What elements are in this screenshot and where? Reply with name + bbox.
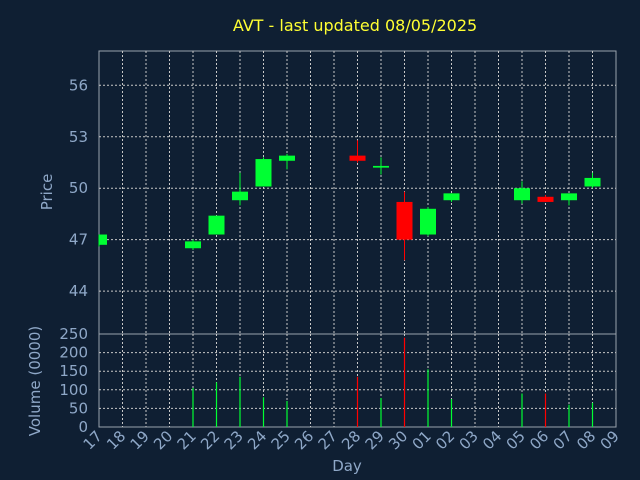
candle-body	[584, 177, 601, 187]
candle-body	[208, 215, 225, 235]
candle	[514, 181, 530, 204]
candle	[232, 172, 248, 206]
x-tick-label: 06	[526, 427, 552, 453]
volume-y-tick-label: 100	[59, 381, 88, 399]
price-y-tick-label: 47	[69, 231, 88, 249]
volume-y-tick-label: 0	[78, 418, 88, 436]
candle-body	[185, 241, 201, 249]
volume-y-tick-label: 250	[59, 325, 88, 343]
candle	[584, 172, 601, 189]
candle	[561, 193, 577, 206]
price-y-tick-label: 44	[69, 282, 88, 300]
price-y-ticks: 44 47 50 53 56	[69, 76, 88, 300]
price-panel: 44 47 50 53 56 Price	[38, 50, 617, 335]
x-tick-label: 22	[197, 427, 223, 453]
candles	[98, 140, 601, 261]
x-tick-label: 29	[362, 427, 388, 453]
candle	[98, 234, 107, 247]
candle	[279, 153, 295, 170]
x-tick-label: 09	[597, 427, 623, 453]
x-tick-label: 18	[103, 427, 129, 453]
volume-bars	[192, 337, 594, 427]
x-tick-label: 02	[432, 427, 458, 453]
candle-body	[99, 234, 107, 245]
x-tick-label: 05	[503, 427, 529, 453]
candle	[537, 195, 554, 202]
x-tick-label: 20	[150, 427, 176, 453]
x-tick-label: 27	[315, 427, 341, 453]
candle	[255, 157, 272, 187]
candle-body	[279, 155, 295, 161]
x-tick-label: 04	[479, 427, 505, 453]
candle-body	[373, 165, 389, 168]
price-y-tick-label: 53	[69, 128, 88, 146]
x-tick-label: 30	[385, 427, 411, 453]
volume-y-tick-label: 150	[59, 362, 88, 380]
candle-body	[443, 193, 460, 201]
x-tick-label: 24	[244, 427, 270, 453]
x-tick-label: 25	[268, 427, 294, 453]
candle-body	[255, 159, 272, 187]
candle	[443, 193, 460, 202]
candle	[185, 239, 201, 250]
candle	[349, 140, 366, 163]
candle-body	[514, 188, 530, 201]
volume-axis-label: Volume (0000)	[26, 326, 44, 436]
candle	[208, 215, 225, 235]
candle-body	[537, 196, 554, 202]
x-tick-label: 01	[409, 427, 435, 453]
candle-body	[396, 201, 413, 240]
x-tick-label: 07	[550, 427, 576, 453]
candle	[396, 191, 413, 261]
candle	[373, 157, 389, 175]
x-tick-label: 03	[456, 427, 482, 453]
x-tick-label: 26	[291, 427, 317, 453]
volume-y-tick-label: 50	[69, 399, 88, 417]
x-tick-label: 21	[174, 427, 200, 453]
x-tick-label: 23	[221, 427, 247, 453]
x-axis-label: Day	[332, 457, 362, 475]
x-tick-label: 08	[573, 427, 599, 453]
x-tick-label: 19	[127, 427, 153, 453]
candle-body	[349, 155, 366, 161]
volume-y-tick-label: 200	[59, 344, 88, 362]
candle-body	[420, 208, 436, 235]
candle-body	[232, 191, 248, 201]
x-ticks: 1718192021222324252627282930010203040506…	[80, 427, 623, 453]
candle-body	[561, 193, 577, 201]
price-y-tick-label: 56	[69, 76, 88, 94]
candle	[420, 207, 436, 237]
price-axis-label: Price	[38, 174, 56, 211]
x-tick-label: 28	[338, 427, 364, 453]
price-y-tick-label: 50	[69, 179, 88, 197]
chart-title: AVT - last updated 08/05/2025	[233, 16, 477, 35]
